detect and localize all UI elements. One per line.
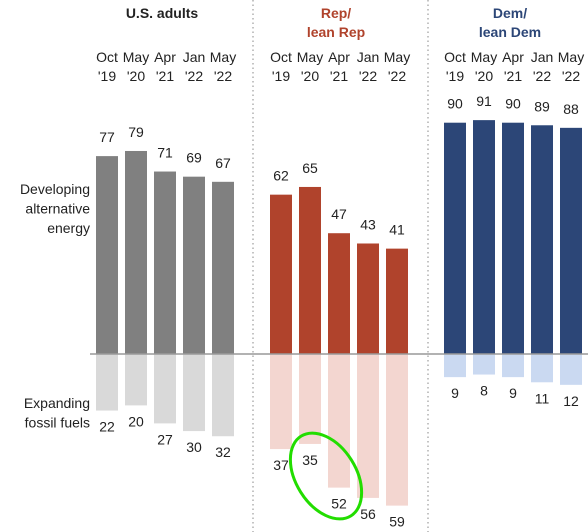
- value-label: 27: [157, 431, 173, 447]
- bar: [386, 354, 408, 506]
- category-label: Apr '21: [154, 49, 176, 84]
- bar: [473, 354, 495, 375]
- bar: [154, 171, 176, 354]
- bar: [125, 354, 147, 406]
- category-label: May '22: [558, 49, 584, 84]
- bar: [444, 354, 466, 378]
- value-label: 22: [99, 418, 115, 434]
- marks: [96, 120, 582, 506]
- value-label: 71: [157, 144, 173, 160]
- panel-title: Dem/lean Dem: [479, 5, 541, 40]
- bar: [154, 354, 176, 424]
- bar: [125, 150, 147, 354]
- value-label: 11: [535, 390, 550, 406]
- category-label: Jan '22: [531, 49, 554, 84]
- value-label: 79: [128, 124, 144, 140]
- panel-title: Rep/lean Rep: [307, 5, 365, 40]
- bar: [357, 354, 379, 498]
- category-label: May '20: [123, 49, 149, 84]
- value-label: 20: [128, 413, 144, 429]
- bar: [299, 354, 321, 444]
- category-label: May '20: [297, 49, 323, 84]
- value-label: 30: [186, 439, 202, 455]
- row-label: Expanding fossil fuels: [24, 395, 90, 431]
- bar: [299, 186, 321, 354]
- bar: [270, 194, 292, 354]
- value-label: 41: [389, 221, 405, 237]
- highlight-circle: [288, 431, 364, 521]
- value-label: 52: [331, 495, 347, 511]
- value-label: 8: [480, 382, 488, 398]
- bar: [502, 122, 524, 354]
- value-label: 43: [360, 216, 376, 232]
- bar: [96, 354, 118, 411]
- category-label: Apr '21: [502, 49, 524, 84]
- bar: [473, 120, 495, 354]
- bar: [270, 354, 292, 450]
- bar: [328, 233, 350, 354]
- category-label: May '20: [471, 49, 497, 84]
- bar: [531, 125, 553, 355]
- value-label: 9: [509, 385, 517, 401]
- bar: [183, 176, 205, 354]
- value-label: 67: [215, 155, 231, 171]
- value-label: 65: [302, 160, 318, 176]
- value-label: 59: [389, 513, 405, 529]
- category-label: May '22: [210, 49, 236, 84]
- value-label: 91: [476, 93, 492, 109]
- value-label: 35: [302, 452, 318, 468]
- category-label: Oct '19: [270, 49, 292, 84]
- bar: [386, 248, 408, 354]
- bar: [560, 354, 582, 385]
- bar: [96, 156, 118, 354]
- bar: [502, 354, 524, 378]
- category-label: May '22: [384, 49, 410, 84]
- bar: [212, 181, 234, 354]
- value-label: 12: [563, 393, 579, 409]
- category-label: Oct '19: [96, 49, 118, 84]
- bar: [560, 127, 582, 354]
- value-label: 77: [99, 129, 115, 145]
- bar: [212, 354, 234, 437]
- value-label: 90: [505, 95, 521, 111]
- value-label: 89: [534, 98, 550, 114]
- bar: [183, 354, 205, 432]
- value-label: 69: [186, 149, 202, 165]
- value-label: 90: [447, 95, 463, 111]
- value-label: 56: [360, 506, 376, 522]
- row-label: Developing alternative energy: [20, 181, 90, 236]
- category-label: Jan '22: [183, 49, 206, 84]
- value-label: 62: [273, 167, 289, 183]
- bar: [357, 243, 379, 354]
- category-label: Apr '21: [328, 49, 350, 84]
- value-label: 47: [331, 206, 347, 222]
- value-label: 88: [563, 101, 579, 117]
- bar: [328, 354, 350, 488]
- bar: [444, 122, 466, 354]
- category-label: Oct '19: [444, 49, 466, 84]
- bar: [531, 354, 553, 383]
- value-label: 37: [273, 457, 289, 473]
- category-label: Jan '22: [357, 49, 380, 84]
- panel-title: U.S. adults: [126, 5, 199, 21]
- value-label: 32: [215, 444, 231, 460]
- value-label: 9: [451, 385, 459, 401]
